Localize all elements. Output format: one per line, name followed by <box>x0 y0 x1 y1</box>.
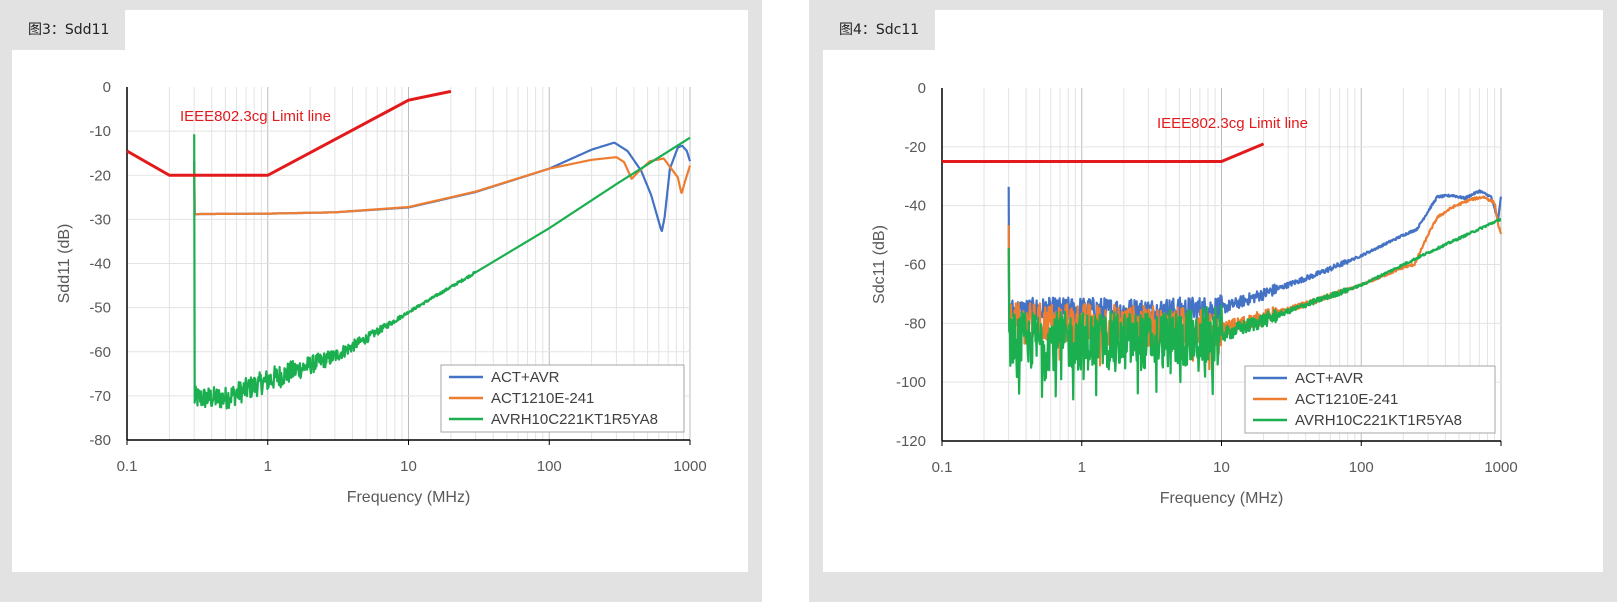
figure-label-2: 图4：Sdc11 <box>823 10 936 50</box>
x-tick-label: 0.1 <box>932 459 953 476</box>
x-tick-label: 100 <box>1349 459 1374 476</box>
y-tick-label: 0 <box>103 79 111 96</box>
y-tick-label: -50 <box>89 300 111 317</box>
legend-entry: AVRH10C221KT1R5YA8 <box>491 411 658 428</box>
series-line-1 <box>193 141 692 233</box>
series-line-3 <box>193 134 691 410</box>
limit-line <box>942 142 1265 163</box>
y-tick-label: -70 <box>89 388 111 405</box>
y-tick-label: -30 <box>89 211 111 228</box>
legend-entry: ACT1210E-241 <box>491 390 594 407</box>
limit-line-annotation: IEEE802.3cg Limit line <box>1157 115 1308 132</box>
x-tick-label: 1000 <box>673 458 706 475</box>
legend-entry: ACT1210E-241 <box>1295 391 1398 408</box>
y-tick-label: -80 <box>89 432 111 449</box>
x-tick-label: 1 <box>1078 459 1086 476</box>
y-tick-label: -20 <box>89 167 111 184</box>
x-axis-label: Frequency (MHz) <box>347 489 471 506</box>
series-line-1 <box>1007 186 1503 326</box>
figure-panel-1: 图3：Sdd11 0 -10 -20 -30 -40 -50 -60 -70 -80 0.1 1 10… <box>0 0 762 602</box>
y-tick-label: -60 <box>89 344 111 361</box>
chart-sdc11: 0 -20 -40 -60 -80 -100 -120 0.1 1 10 100 1000 Freque… <box>871 80 1518 507</box>
figure-label-1: 图3：Sdd11 <box>12 10 126 50</box>
series-line-2 <box>193 156 692 216</box>
legend-entry: ACT+AVR <box>1295 370 1364 387</box>
figure-canvas-2 <box>823 10 1603 572</box>
y-tick-label: 0 <box>918 80 926 97</box>
legend: ACT+AVR ACT1210E-241 AVRH10C221KT1R5YA8 <box>440 364 685 433</box>
x-tick-label: 10 <box>400 458 417 475</box>
chart-sdd11: 0 -10 -20 -30 -40 -50 -60 -70 -80 0.1 1 10 100 1000 Fr… <box>56 79 707 506</box>
y-tick-label: -120 <box>896 433 926 450</box>
y-axis-label: Sdd11 (dB) <box>56 224 73 304</box>
y-tick-label: -100 <box>896 374 926 391</box>
limit-line <box>126 89 452 177</box>
y-tick-label: -40 <box>89 256 111 273</box>
legend: ACT+AVR ACT1210E-241 AVRH10C221KT1R5YA8 <box>1244 365 1496 434</box>
legend-entry: ACT+AVR <box>491 369 560 386</box>
x-tick-label: 0.1 <box>117 458 138 475</box>
x-axis-label: Frequency (MHz) <box>1160 490 1284 507</box>
limit-line-annotation: IEEE802.3cg Limit line <box>180 108 331 125</box>
figure-canvas-1 <box>12 10 748 572</box>
y-axis-label: Sdc11 (dB) <box>871 225 888 304</box>
x-tick-label: 1000 <box>1484 459 1517 476</box>
x-tick-label: 100 <box>537 458 562 475</box>
series-line-3 <box>1007 218 1502 401</box>
figure-panel-2: 图4：Sdc11 0 -20 -40 -60 -80 -100 -120 0.1 1 10 100 1… <box>809 0 1617 602</box>
legend-entry: AVRH10C221KT1R5YA8 <box>1295 412 1462 429</box>
y-tick-label: -40 <box>904 198 926 215</box>
y-tick-label: -60 <box>904 257 926 274</box>
x-tick-label: 10 <box>1213 459 1230 476</box>
y-tick-label: -80 <box>904 315 926 332</box>
x-tick-label: 1 <box>264 458 272 475</box>
y-tick-label: -20 <box>904 139 926 156</box>
y-tick-label: -10 <box>89 123 111 140</box>
